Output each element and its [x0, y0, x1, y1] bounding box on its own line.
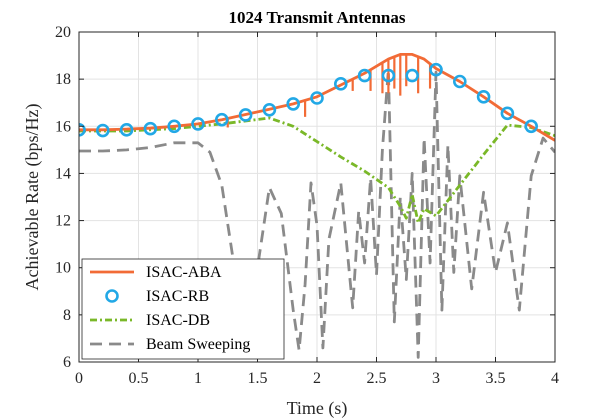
data-point-isac-rb: [79, 123, 86, 137]
legend-label: ISAC-ABA: [146, 264, 222, 281]
legend-box: [81, 258, 285, 360]
data-point-isac-rb: [119, 123, 134, 137]
data-point-isac-rb: [429, 62, 443, 77]
x-tick-label: 1: [194, 370, 202, 387]
data-point-isac-rb: [238, 108, 253, 122]
y-tick-label: 14: [55, 165, 71, 182]
series-isac-db: [79, 116, 555, 225]
series-layer: [79, 53, 555, 359]
y-tick-label: 16: [55, 118, 71, 135]
x-tick-label: 1.5: [248, 370, 268, 387]
y-tick-label: 8: [63, 307, 71, 324]
data-point-isac-rb: [286, 97, 301, 111]
data-point-isac-rb: [310, 91, 324, 105]
data-point-isac-rb: [405, 68, 420, 83]
x-tick-label: 3.5: [486, 370, 506, 387]
data-point-isac-rb: [381, 68, 396, 83]
x-tick-label: 0: [75, 370, 83, 387]
legend: ISAC-ABA ISAC-RB ISAC-DB Beam Sweeping: [81, 258, 285, 360]
y-tick-label: 18: [55, 71, 71, 88]
data-point-isac-rb: [333, 77, 348, 91]
data-point-isac-rb: [524, 119, 539, 134]
x-tick-label: 2.5: [367, 370, 387, 387]
data-point-isac-rb: [191, 117, 205, 131]
y-tick-label: 12: [55, 213, 71, 230]
y-axis-label: Achievable Rate (bps/Hz): [22, 104, 43, 291]
x-tick-label: 3: [432, 370, 440, 387]
y-tick-label: 20: [55, 24, 71, 41]
data-point-isac-rb: [143, 121, 158, 136]
legend-entry-isac-db: ISAC-DB: [90, 312, 210, 329]
series-beam-sweeping: [79, 68, 555, 359]
legend-label: ISAC-RB: [146, 288, 209, 305]
data-point-isac-rb: [262, 102, 277, 117]
legend-label: Beam Sweeping: [146, 336, 250, 353]
series-line-beam-sweeping: [79, 68, 555, 359]
y-tick-label: 10: [55, 260, 71, 277]
y-tick-label: 6: [63, 354, 71, 371]
data-point-isac-rb: [500, 106, 515, 121]
x-tick-label: 0.5: [129, 370, 149, 387]
legend-entry-beam-sweeping: Beam Sweeping: [90, 336, 250, 353]
y-axis: 6 8 10 12 14 16 18 20: [55, 24, 555, 371]
x-tick-label: 2: [313, 370, 321, 387]
legend-entry-isac-rb: ISAC-RB: [105, 288, 209, 305]
data-point-isac-rb: [215, 112, 229, 127]
data-point-isac-rb: [357, 68, 372, 83]
chart-title: 1024 Transmit Antennas: [229, 8, 406, 27]
legend-marker: [105, 289, 119, 303]
x-axis: 0 0.5 1 1.5 2 2.5 3 3.5 4: [75, 32, 559, 387]
x-tick-label: 4: [551, 370, 559, 387]
series-isac-rb: [79, 62, 539, 138]
series-line-isac-db: [79, 116, 555, 225]
data-point-isac-rb: [476, 90, 491, 104]
legend-label: ISAC-DB: [146, 312, 210, 329]
data-point-isac-rb: [167, 119, 181, 134]
x-axis-label: Time (s): [287, 398, 348, 419]
legend-entry-isac-aba: ISAC-ABA: [90, 264, 222, 281]
data-point-isac-rb: [96, 123, 110, 138]
data-point-isac-rb: [452, 74, 467, 89]
